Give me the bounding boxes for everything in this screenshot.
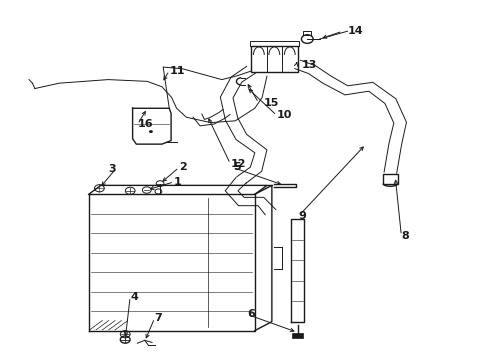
Text: 7: 7 — [155, 313, 162, 323]
Text: 16: 16 — [138, 120, 153, 129]
Bar — [292, 333, 303, 338]
Text: 15: 15 — [264, 98, 279, 108]
Text: 13: 13 — [301, 60, 317, 70]
Text: 3: 3 — [108, 164, 116, 174]
Circle shape — [149, 130, 153, 133]
Text: 10: 10 — [277, 111, 292, 121]
Bar — [303, 31, 311, 36]
Bar — [250, 41, 298, 45]
Text: 5: 5 — [233, 162, 241, 172]
Text: 12: 12 — [230, 159, 246, 169]
Text: 4: 4 — [130, 292, 138, 302]
Bar — [383, 174, 398, 184]
Text: 8: 8 — [401, 231, 409, 240]
Text: 1: 1 — [174, 177, 182, 187]
Text: 6: 6 — [247, 310, 255, 319]
Text: 11: 11 — [169, 66, 185, 76]
Text: 2: 2 — [179, 162, 187, 172]
Text: 14: 14 — [347, 26, 363, 36]
Text: 9: 9 — [299, 211, 307, 221]
Bar — [251, 45, 297, 72]
